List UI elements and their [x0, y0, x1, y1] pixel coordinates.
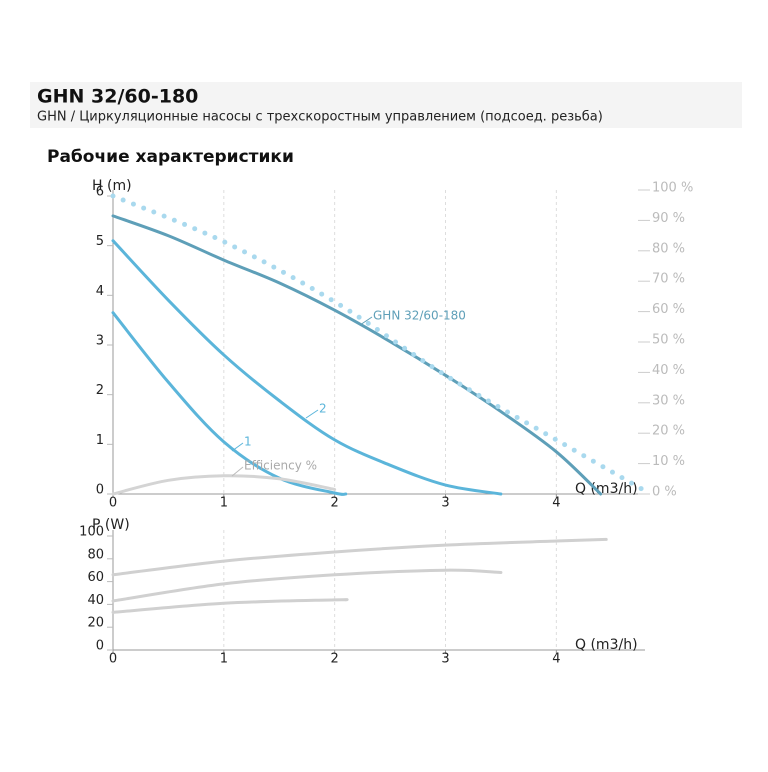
label-leader — [231, 442, 244, 452]
series-line — [111, 214, 603, 496]
y-tick-label: 80 — [87, 547, 104, 562]
y2-tick-label: 10 % — [652, 454, 685, 469]
series-line — [111, 598, 349, 614]
label-leader — [231, 466, 244, 477]
series-label: GHN 32/60-180 — [373, 309, 466, 323]
y-tick-label: 60 — [87, 570, 104, 585]
y-tick-label: 5 — [96, 234, 104, 249]
y-tick-label: 6 — [96, 185, 104, 200]
series-line — [110, 193, 654, 497]
series-label: 2 — [319, 402, 327, 416]
x-tick-label: 0 — [109, 496, 117, 511]
series-label: 1 — [244, 435, 252, 449]
y2-tick-label: 40 % — [652, 363, 685, 378]
y-tick-label: 40 — [87, 593, 104, 608]
header-band — [30, 82, 742, 128]
x-tick-label: 0 — [109, 652, 117, 667]
y2-tick-label: 0 % — [652, 485, 677, 500]
y-tick-label: 20 — [87, 616, 104, 631]
subtitle: GHN / Циркуляционные насосы с трехскорос… — [37, 110, 603, 125]
y-tick-label: 1 — [96, 433, 104, 448]
label-leader — [359, 316, 373, 326]
y-tick-label: 4 — [96, 284, 104, 299]
y2-tick-label: 20 % — [652, 424, 685, 439]
series-line — [111, 568, 503, 603]
title: GHN 32/60-180 — [37, 86, 198, 108]
x-tick-label: 4 — [552, 496, 560, 511]
series-line — [111, 537, 608, 577]
x-tick-label: 2 — [331, 496, 339, 511]
x-tick-label: 2 — [331, 652, 339, 667]
x-tick-label: 1 — [220, 496, 228, 511]
y-tick-label: 0 — [96, 483, 104, 498]
x-tick-label: 1 — [220, 652, 228, 667]
series-line — [111, 311, 348, 496]
y-axis-label: P (W) — [92, 517, 130, 533]
y-tick-label: 2 — [96, 383, 104, 398]
y2-tick-label: 30 % — [652, 393, 685, 408]
x-tick-label: 3 — [441, 496, 449, 511]
series-line — [111, 239, 503, 496]
series-label: Efficiency % — [244, 459, 317, 473]
y2-tick-label: 100 % — [652, 181, 693, 196]
x-tick-label: 4 — [552, 652, 560, 667]
y2-tick-label: 70 % — [652, 272, 685, 287]
y2-tick-label: 80 % — [652, 241, 685, 256]
series-line — [111, 474, 337, 496]
y-tick-label: 3 — [96, 334, 104, 349]
y2-tick-label: 90 % — [652, 211, 685, 226]
x-axis-label: Q (m3/h) — [575, 637, 638, 653]
y-axis-label: H (m) — [92, 178, 132, 194]
y-tick-label: 0 — [96, 639, 104, 654]
x-tick-label: 3 — [441, 652, 449, 667]
y-tick-label: 100 — [79, 525, 104, 540]
y2-tick-label: 60 % — [652, 302, 685, 317]
x-axis-label: Q (m3/h) — [575, 481, 638, 497]
y2-tick-label: 50 % — [652, 333, 685, 348]
section-title: Рабочие характеристики — [47, 147, 294, 167]
label-leader — [305, 409, 319, 419]
